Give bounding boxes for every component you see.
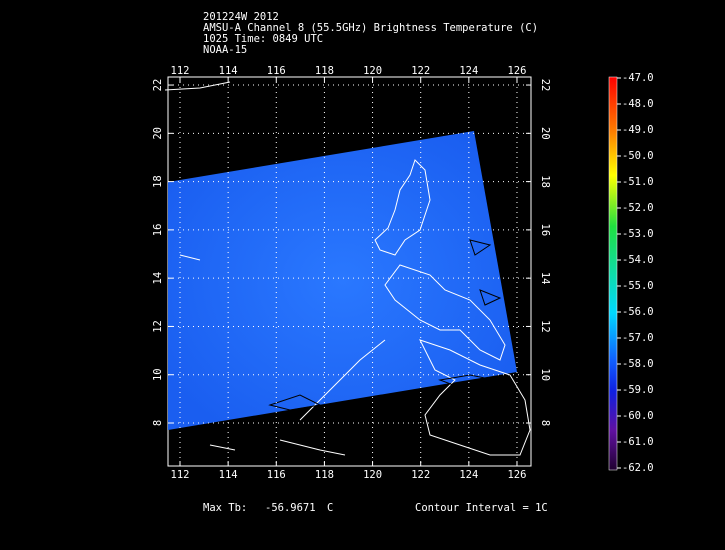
header-line: NOAA-15 [203,44,247,56]
colorbar-label: -52.0 [622,202,654,214]
colorbar-label: -50.0 [622,150,654,162]
colorbar-label: -59.0 [622,384,654,396]
lon-label-bottom: 114 [219,469,238,481]
colorbar-label: -53.0 [622,228,654,240]
colorbar-label: -48.0 [622,98,654,110]
lon-label-top: 114 [219,65,238,77]
footer-value: -56.9671 [265,502,316,514]
lon-label-top: 124 [459,65,478,77]
colorbar-label: -49.0 [622,124,654,136]
lat-label-left: 8 [152,420,164,426]
lat-label-right: 16 [539,224,551,237]
lon-label-bottom: 112 [171,469,190,481]
lat-label-left: 12 [152,320,164,333]
lon-label-top: 118 [315,65,334,77]
footer-label: Max Tb: [203,502,247,514]
colorbar-label: -57.0 [622,332,654,344]
lat-label-left: 10 [152,368,164,381]
lon-label-bottom: 122 [411,469,430,481]
lat-label-right: 20 [539,127,551,140]
header-line: 1025 Time: 0849 UTC [203,33,323,45]
lat-label-right: 22 [539,79,551,92]
lat-label-right: 18 [539,175,551,188]
lat-label-right: 8 [539,420,551,426]
lon-label-bottom: 116 [267,469,286,481]
lon-label-bottom: 124 [459,469,478,481]
axes: 112 112 114 114 116 116 118 118 120 120 122 122 124 1… [152,65,551,481]
colorbar [608,76,618,471]
lat-label-right: 10 [539,368,551,381]
lat-label-left: 16 [152,224,164,237]
colorbar-label: -61.0 [622,436,654,448]
lon-label-bottom: 120 [363,469,382,481]
lon-label-top: 116 [267,65,286,77]
coastlines [164,81,531,456]
colorbar-label: -51.0 [622,176,654,188]
footer-contour: Contour Interval = 1C [415,502,548,514]
lon-label-top: 112 [171,65,190,77]
lat-label-right: 12 [539,320,551,333]
colorbar-label: -54.0 [622,254,654,266]
lat-label-left: 22 [152,79,164,92]
colorbar-label: -60.0 [622,410,654,422]
colorbar-label: -58.0 [622,358,654,370]
contours [268,239,502,411]
lon-label-top: 122 [411,65,430,77]
lat-label-left: 14 [152,272,164,285]
colorbar-label: -55.0 [622,280,654,292]
colorbar-label: -56.0 [622,306,654,318]
lat-label-right: 14 [539,272,551,285]
lat-label-left: 18 [152,175,164,188]
header-line: 201224W 2012 [203,11,279,23]
lat-label-left: 20 [152,127,164,140]
colorbar-label: -47.0 [622,72,654,84]
footer-unit: C [327,502,333,514]
lon-label-top: 126 [507,65,526,77]
colorbar-labels: -47.0 -48.0 -49.0 -50.0 -51.0 -52.0 -53.0 -54.0… [617,72,654,474]
colorbar-label: -62.0 [622,462,654,474]
lon-label-bottom: 126 [507,469,526,481]
data-swath [168,131,517,430]
lon-label-top: 120 [363,65,382,77]
header-line: AMSU-A Channel 8 (55.5GHz) Brightness Te… [203,22,538,34]
lon-label-bottom: 118 [315,469,334,481]
